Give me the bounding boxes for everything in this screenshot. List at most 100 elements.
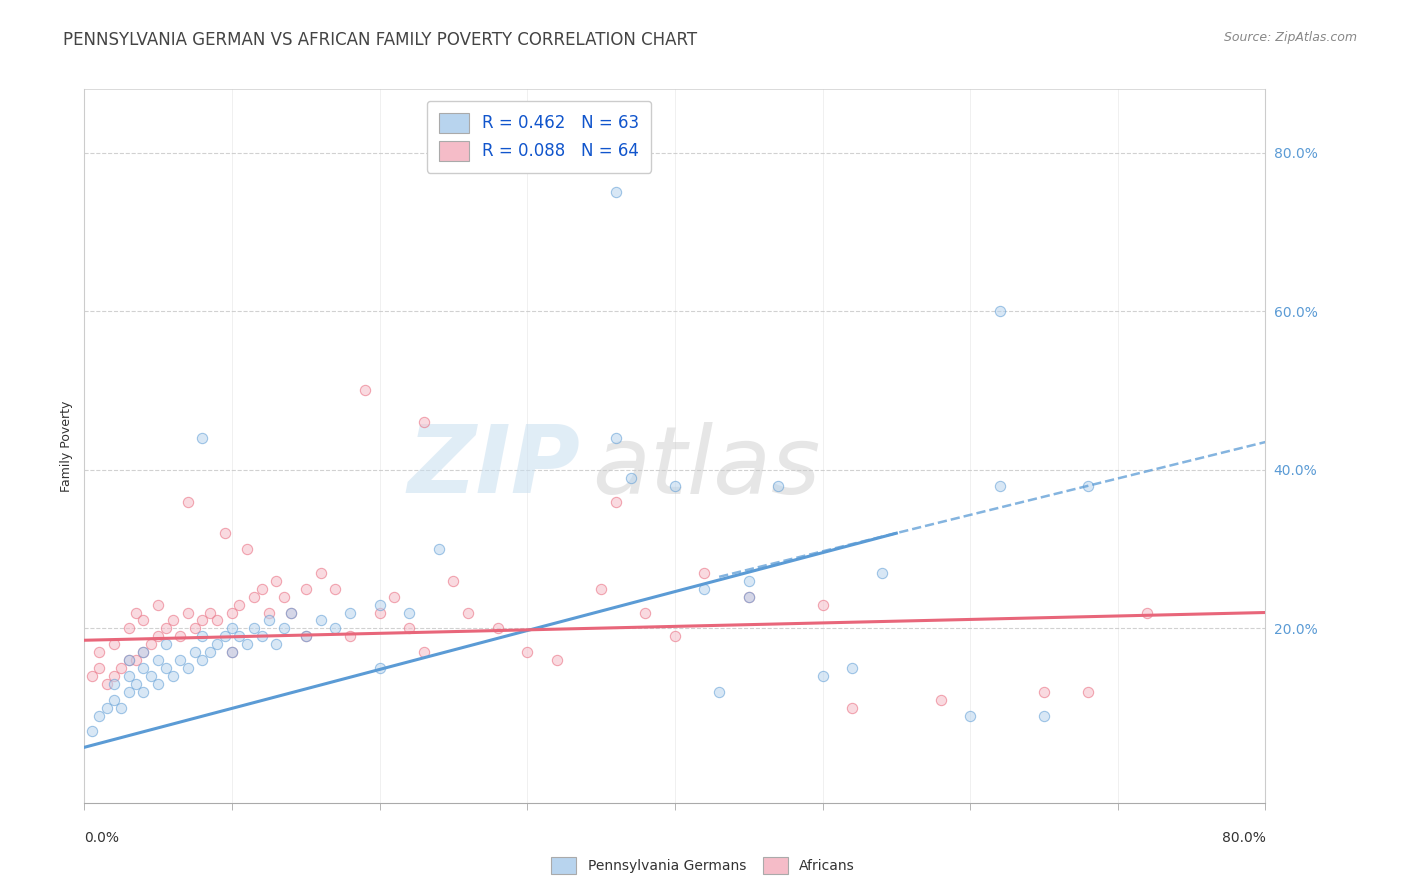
Point: [339, 606, 361, 620]
Text: ZIP: ZIP: [408, 421, 581, 514]
Point: [214, 629, 236, 643]
Point: [155, 637, 177, 651]
Point: [155, 661, 177, 675]
Point: [214, 526, 236, 541]
Point: [325, 582, 347, 596]
Point: [591, 582, 613, 596]
Point: [250, 629, 273, 643]
Point: [125, 653, 148, 667]
Point: [398, 621, 420, 635]
Point: [236, 542, 259, 557]
Point: [398, 606, 420, 620]
Point: [693, 566, 716, 580]
Text: atlas: atlas: [592, 422, 821, 513]
Point: [266, 637, 288, 651]
Point: [177, 494, 200, 508]
Point: [368, 598, 391, 612]
Point: [155, 621, 177, 635]
Point: [87, 708, 111, 723]
Point: [325, 621, 347, 635]
Point: [184, 645, 207, 659]
Point: [125, 677, 148, 691]
Point: [266, 574, 288, 588]
Point: [738, 590, 761, 604]
Point: [110, 700, 132, 714]
Point: [184, 621, 207, 635]
Point: [103, 692, 125, 706]
Point: [221, 621, 243, 635]
Point: [768, 478, 790, 492]
Point: [118, 669, 141, 683]
Point: [257, 606, 280, 620]
Text: 80.0%: 80.0%: [1222, 831, 1265, 846]
Text: Source: ZipAtlas.com: Source: ZipAtlas.com: [1223, 31, 1357, 45]
Point: [87, 661, 111, 675]
Point: [243, 621, 266, 635]
Point: [207, 614, 229, 628]
Point: [870, 566, 893, 580]
Point: [988, 478, 1011, 492]
Point: [118, 653, 141, 667]
Point: [191, 431, 214, 445]
Point: [118, 621, 141, 635]
Point: [354, 384, 377, 398]
Point: [413, 645, 436, 659]
Point: [125, 606, 148, 620]
Point: [1033, 685, 1056, 699]
Point: [139, 637, 162, 651]
Point: [207, 637, 229, 651]
Point: [177, 661, 200, 675]
Point: [709, 685, 731, 699]
Point: [132, 685, 155, 699]
Point: [443, 574, 465, 588]
Point: [295, 582, 318, 596]
Point: [80, 724, 103, 739]
Point: [309, 614, 332, 628]
Point: [139, 669, 162, 683]
Point: [80, 669, 103, 683]
Point: [457, 606, 479, 620]
Point: [273, 621, 295, 635]
Point: [198, 606, 221, 620]
Point: [295, 629, 318, 643]
Point: [103, 637, 125, 651]
Point: [169, 629, 191, 643]
Point: [96, 700, 118, 714]
Point: [177, 606, 200, 620]
Point: [664, 478, 686, 492]
Point: [169, 653, 191, 667]
Point: [620, 471, 643, 485]
Point: [516, 645, 538, 659]
Point: [148, 598, 170, 612]
Point: [191, 629, 214, 643]
Y-axis label: Family Poverty: Family Poverty: [60, 401, 73, 491]
Point: [368, 606, 391, 620]
Point: [309, 566, 332, 580]
Point: [988, 304, 1011, 318]
Point: [841, 700, 863, 714]
Point: [221, 645, 243, 659]
Point: [1033, 708, 1056, 723]
Point: [221, 606, 243, 620]
Point: [295, 629, 318, 643]
Point: [148, 653, 170, 667]
Point: [87, 645, 111, 659]
Point: [413, 415, 436, 429]
Point: [228, 598, 250, 612]
Point: [1077, 478, 1099, 492]
Point: [1136, 606, 1159, 620]
Point: [198, 645, 221, 659]
Point: [427, 542, 450, 557]
Point: [118, 685, 141, 699]
Point: [162, 669, 184, 683]
Point: [546, 653, 568, 667]
Point: [132, 645, 155, 659]
Point: [110, 661, 132, 675]
Point: [132, 645, 155, 659]
Point: [811, 598, 834, 612]
Point: [811, 669, 834, 683]
Point: [132, 614, 155, 628]
Point: [959, 708, 981, 723]
Point: [339, 629, 361, 643]
Point: [221, 645, 243, 659]
